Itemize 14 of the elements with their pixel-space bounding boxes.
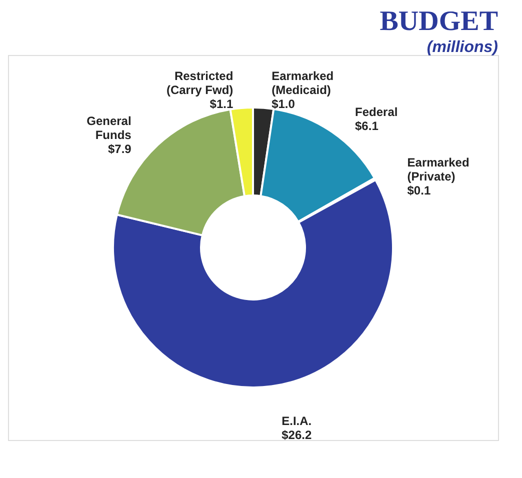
slice-label: E.I.A. — [282, 414, 312, 428]
data-label: $6.1 — [355, 119, 379, 134]
data-label: $1.0 — [272, 96, 296, 111]
slice-label: General Funds — [86, 114, 132, 142]
slice-label: Restricted (Carry Fwd) — [166, 69, 234, 98]
chart-subtitle: (millions) — [426, 39, 498, 56]
chart-title: BUDGET — [380, 6, 498, 37]
data-label: $7.9 — [108, 142, 132, 156]
slice-label: Earmarked (Private) — [407, 155, 470, 184]
data-label: $26.2 — [282, 428, 312, 442]
data-label: $1.1 — [210, 97, 234, 112]
slice-label: Earmarked (Medicaid) — [272, 68, 334, 97]
slice-label: Federal — [355, 105, 398, 120]
data-label: $0.1 — [407, 183, 431, 198]
